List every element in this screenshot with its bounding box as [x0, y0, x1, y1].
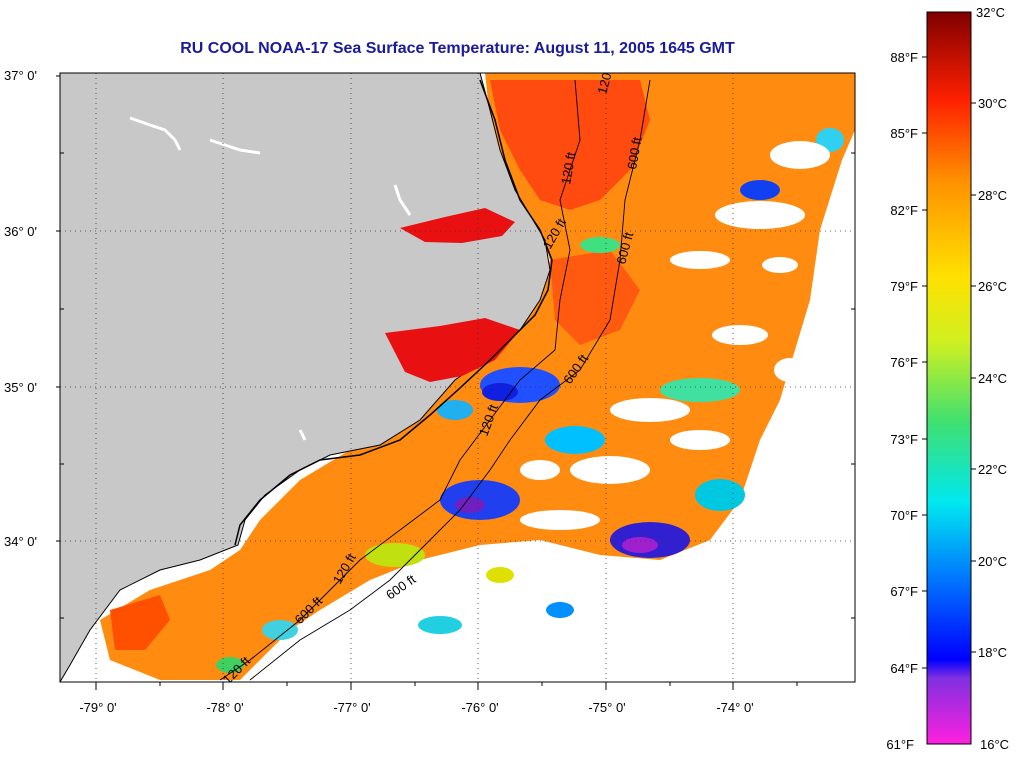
lon-label: -78° 0'	[206, 700, 243, 715]
latitude-labels: 37° 0' 36° 0' 35° 0' 34° 0'	[4, 68, 37, 549]
colorbar-ticks	[922, 56, 976, 669]
lon-label: -76° 0'	[461, 700, 498, 715]
c-label: 20°C	[978, 554, 1007, 569]
lat-label: 36° 0'	[4, 224, 37, 239]
f-label: 79°F	[890, 279, 918, 294]
f-label: 82°F	[890, 203, 918, 218]
outer-banks	[234, 79, 553, 546]
lon-label: -74° 0'	[716, 700, 753, 715]
c-label: 28°C	[978, 188, 1007, 203]
bathymetry-contours	[219, 79, 651, 681]
f-label: 85°F	[890, 126, 918, 141]
cloud-gaps	[520, 141, 830, 530]
f-label: 64°F	[890, 661, 918, 676]
colorbar: 88°F 85°F 82°F 79°F 76°F 73°F 70°F 67°F …	[886, 5, 1009, 752]
longitude-labels: -79° 0' -78° 0' -77° 0' -76° 0' -75° 0' …	[79, 700, 753, 715]
map-title: RU COOL NOAA-17 Sea Surface Temperature:…	[180, 40, 735, 57]
axis-ticks	[56, 75, 855, 690]
c-label: 22°C	[978, 462, 1007, 477]
f-label: 76°F	[890, 355, 918, 370]
c-label: 26°C	[978, 279, 1007, 294]
c-label: 30°C	[978, 96, 1007, 111]
fahrenheit-labels: 88°F 85°F 82°F 79°F 76°F 73°F 70°F 67°F …	[886, 50, 918, 752]
pamlico-sound	[385, 318, 520, 382]
lon-label: -75° 0'	[588, 700, 625, 715]
lat-label: 34° 0'	[4, 534, 37, 549]
lat-label: 35° 0'	[4, 380, 37, 395]
c-label: 24°C	[978, 371, 1007, 386]
map-frame	[59, 72, 856, 683]
colorbar-gradient	[926, 11, 972, 745]
celsius-labels: 32°C 30°C 28°C 26°C 24°C 22°C 20°C 18°C …	[976, 5, 1009, 752]
albemarle-sound	[400, 208, 515, 243]
lon-label: -77° 0'	[333, 700, 370, 715]
f-label: 67°F	[890, 584, 918, 599]
lon-label: -79° 0'	[79, 700, 116, 715]
f-label: 70°F	[890, 508, 918, 523]
f-label: 88°F	[890, 50, 918, 65]
c-label: 16°C	[980, 737, 1009, 752]
contour-label: 600 ft	[624, 136, 644, 171]
map-canvas: 120 ft 600 ft 120 ft 600 ft 120 ft 600 f…	[60, 73, 855, 682]
contour-label: 120 ft	[558, 151, 578, 186]
c-label: 32°C	[976, 5, 1005, 20]
inland-waters	[129, 116, 412, 441]
f-label: 73°F	[890, 432, 918, 447]
f-label: 61°F	[886, 737, 914, 752]
c-label: 18°C	[978, 645, 1007, 660]
lat-label: 37° 0'	[4, 68, 37, 83]
